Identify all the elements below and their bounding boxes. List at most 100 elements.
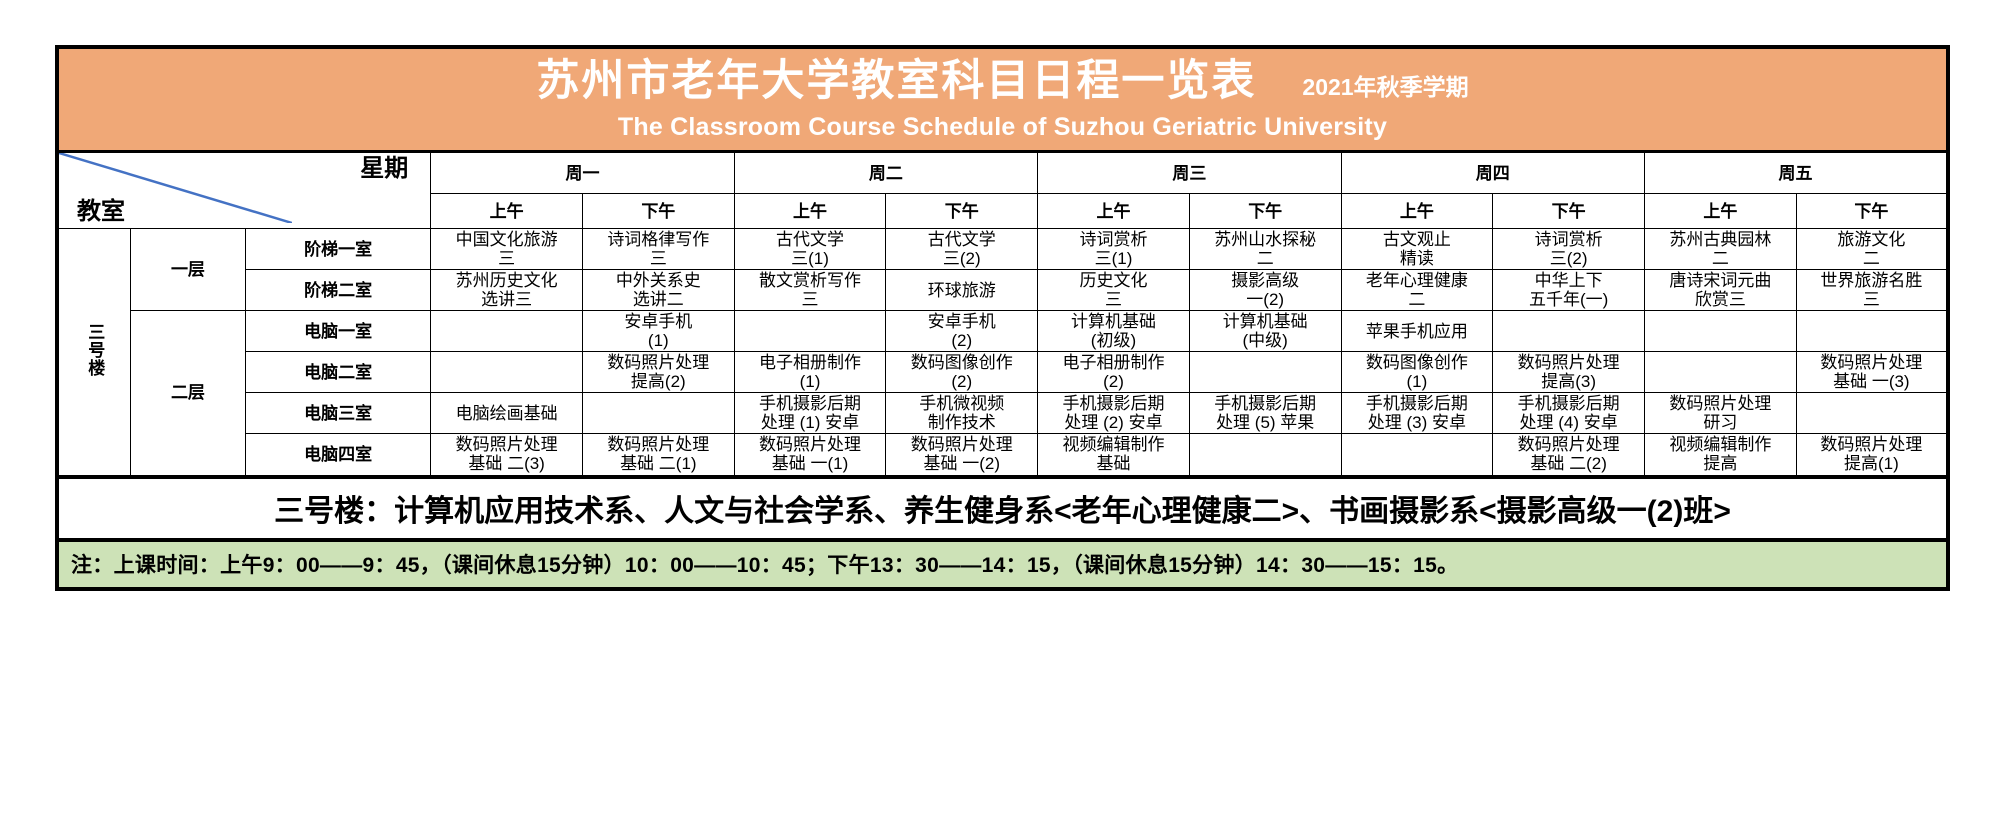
schedule-table: 星期 教室 周一 周二 周三 周四 周五 上午 下午 上午 下午 上午 下午 上…	[55, 150, 1950, 479]
course-cell[interactable]: 手机摄影后期 处理 (2) 安卓	[1037, 392, 1190, 435]
course-cell[interactable]: 电子相册制作 (1)	[733, 351, 887, 394]
building-label: 三号楼	[56, 228, 131, 478]
corner-header-cell: 星期 教室	[56, 151, 432, 230]
course-cell[interactable]: 历史文化三	[1037, 269, 1190, 312]
empty-cell	[430, 351, 583, 394]
schedule-row: 阶梯二室 苏州历史文化 选讲三 中外关系史 选讲二 散文赏析写作三环球旅游 历史文化三摄影高…	[57, 269, 1949, 312]
empty-cell	[733, 310, 887, 353]
class-time-note: 注：上课时间：上午9：00——9：45，（课间休息15分钟）10：00——10：…	[55, 541, 1950, 591]
session-header-fri-pm: 下午	[1795, 193, 1949, 230]
course-cell[interactable]: 计算机基础 (初级)	[1037, 310, 1190, 353]
empty-cell	[430, 310, 583, 353]
course-cell[interactable]: 数码图像创作 (1)	[1340, 351, 1494, 394]
room-label[interactable]: 电脑一室	[244, 310, 432, 353]
course-cell[interactable]: 苹果手机应用	[1340, 310, 1494, 353]
building-label-text: 三号楼	[85, 322, 105, 377]
title-line: 苏州市老年大学教室科目日程一览表 2021年秋季学期	[59, 57, 1946, 105]
course-cell[interactable]: 古代文学 三(1)	[733, 228, 887, 271]
page-title: 苏州市老年大学教室科目日程一览表	[536, 57, 1257, 105]
day-header-row: 星期 教室 周一 周二 周三 周四 周五	[56, 151, 1949, 230]
room-label[interactable]: 电脑四室	[244, 433, 432, 478]
course-cell[interactable]: 数码照片处理 提高(3)	[1492, 351, 1645, 394]
day-header-thu: 周四	[1340, 151, 1645, 195]
course-cell[interactable]: 诗词赏析 三(1)	[1037, 228, 1190, 271]
course-cell[interactable]: 数码照片处理 基础 二(1)	[581, 433, 735, 478]
course-cell[interactable]: 环球旅游	[885, 269, 1039, 312]
course-cell[interactable]: 数码照片处理 基础 二(3)	[430, 433, 583, 478]
course-cell[interactable]: 数码照片处理 基础 二(2)	[1492, 433, 1645, 478]
empty-cell	[1643, 351, 1797, 394]
course-cell[interactable]: 电子相册制作 (2)	[1037, 351, 1190, 394]
course-cell[interactable]: 诗词格律写作三	[581, 228, 735, 271]
course-cell[interactable]: 诗词赏析 三(2)	[1492, 228, 1645, 271]
day-header-mon: 周一	[430, 151, 735, 195]
day-header-fri: 周五	[1643, 151, 1949, 195]
course-cell[interactable]: 数码图像创作 (2)	[885, 351, 1039, 394]
course-cell[interactable]: 手机摄影后期 处理 (1) 安卓	[733, 392, 887, 435]
room-label[interactable]: 电脑二室	[244, 351, 432, 394]
course-cell[interactable]: 苏州历史文化 选讲三	[430, 269, 583, 312]
course-cell[interactable]: 电脑绘画基础	[430, 392, 583, 435]
course-cell[interactable]: 数码照片处理 研习	[1643, 392, 1797, 435]
corner-week-label: 星期	[360, 155, 409, 183]
course-cell[interactable]: 摄影高级 一(2)	[1188, 269, 1342, 312]
term-label: 2021年秋季学期	[1302, 74, 1469, 100]
schedule-row: 电脑二室 数码照片处理 提高(2) 电子相册制作 (1) 数码图像创作 (2) 电子相册制作(…	[57, 351, 1949, 394]
floor-label-1: 一层	[129, 228, 246, 312]
course-cell[interactable]: 视频编辑制作 提高	[1643, 433, 1797, 478]
room-label[interactable]: 阶梯二室	[244, 269, 432, 312]
schedule-sheet: 苏州市老年大学教室科目日程一览表 2021年秋季学期 The Classroom…	[55, 45, 1950, 591]
course-cell[interactable]: 安卓手机 (1)	[581, 310, 735, 353]
page-subtitle-en: The Classroom Course Schedule of Suzhou …	[617, 113, 1388, 142]
course-cell[interactable]: 苏州山水探秘二	[1188, 228, 1342, 271]
course-cell[interactable]: 数码照片处理 基础 一(1)	[733, 433, 887, 478]
floor-label-2: 二层	[129, 310, 246, 478]
empty-cell	[1795, 392, 1949, 435]
empty-cell	[1492, 310, 1645, 353]
course-cell[interactable]: 数码照片处理 提高(2)	[581, 351, 735, 394]
schedule-row: 二层 电脑一室 安卓手机 (1) 安卓手机 (2) 计算机基础 (初级) 计算机基础 (中级) 苹果…	[57, 310, 1949, 478]
title-banner: 苏州市老年大学教室科目日程一览表 2021年秋季学期 The Classroom…	[55, 45, 1950, 151]
session-header-thu-am: 上午	[1340, 193, 1494, 230]
course-cell[interactable]: 世界旅游名胜三	[1795, 269, 1949, 312]
diagonal-divider-icon	[59, 153, 292, 224]
day-header-wed: 周三	[1037, 151, 1342, 195]
course-cell[interactable]: 散文赏析写作三	[733, 269, 887, 312]
course-cell[interactable]: 安卓手机 (2)	[885, 310, 1039, 353]
room-label[interactable]: 电脑三室	[244, 392, 432, 435]
session-header-fri-am: 上午	[1643, 193, 1797, 230]
departments-note: 三号楼：计算机应用技术系、人文与社会学系、养生健身系<老年心理健康二>、书画摄影…	[55, 478, 1950, 542]
course-cell[interactable]: 旅游文化二	[1795, 228, 1949, 271]
session-header-mon-pm: 下午	[581, 193, 735, 230]
empty-cell	[1795, 310, 1949, 353]
empty-cell	[1340, 433, 1494, 478]
course-cell[interactable]: 计算机基础 (中级)	[1188, 310, 1342, 353]
course-cell[interactable]: 手机摄影后期 处理 (3) 安卓	[1340, 392, 1494, 435]
course-cell[interactable]: 数码照片处理 提高(1)	[1795, 433, 1949, 478]
course-cell[interactable]: 数码照片处理 基础 一(3)	[1795, 351, 1949, 394]
schedule-row: 三号楼 一层 阶梯一室 中国文化旅游三诗词格律写作三古代文学 三(1) 古代文学 三(2) 诗…	[56, 228, 1949, 478]
session-header-tue-pm: 下午	[885, 193, 1039, 230]
course-cell[interactable]: 手机摄影后期 处理 (5) 苹果	[1188, 392, 1342, 435]
course-cell[interactable]: 唐诗宋词元曲 欣赏三	[1643, 269, 1797, 312]
session-header-tue-am: 上午	[733, 193, 887, 230]
empty-cell	[1643, 310, 1797, 353]
course-cell[interactable]: 手机微视频 制作技术	[885, 392, 1039, 435]
course-cell[interactable]: 古文观止 精读	[1340, 228, 1494, 271]
course-cell[interactable]: 苏州古典园林二	[1643, 228, 1797, 271]
session-header-wed-pm: 下午	[1188, 193, 1342, 230]
course-cell[interactable]: 数码照片处理 基础 一(2)	[885, 433, 1039, 478]
course-cell[interactable]: 中国文化旅游三	[430, 228, 583, 271]
schedule-row: 电脑三室 电脑绘画基础 手机摄影后期 处理 (1) 安卓 手机微视频 制作技术 手机摄影后期…	[57, 392, 1949, 435]
course-cell[interactable]: 古代文学 三(2)	[885, 228, 1039, 271]
course-cell[interactable]: 中华上下 五千年(一)	[1492, 269, 1645, 312]
course-cell[interactable]: 中外关系史 选讲二	[581, 269, 735, 312]
empty-cell	[1188, 351, 1342, 394]
course-cell[interactable]: 手机摄影后期 处理 (4) 安卓	[1492, 392, 1645, 435]
course-cell[interactable]: 老年心理健康二	[1340, 269, 1494, 312]
empty-cell	[1188, 433, 1342, 478]
course-cell[interactable]: 视频编辑制作 基础	[1037, 433, 1190, 478]
corner-room-label: 教室	[77, 198, 125, 226]
session-header-mon-am: 上午	[430, 193, 583, 230]
room-label[interactable]: 阶梯一室	[244, 228, 432, 271]
